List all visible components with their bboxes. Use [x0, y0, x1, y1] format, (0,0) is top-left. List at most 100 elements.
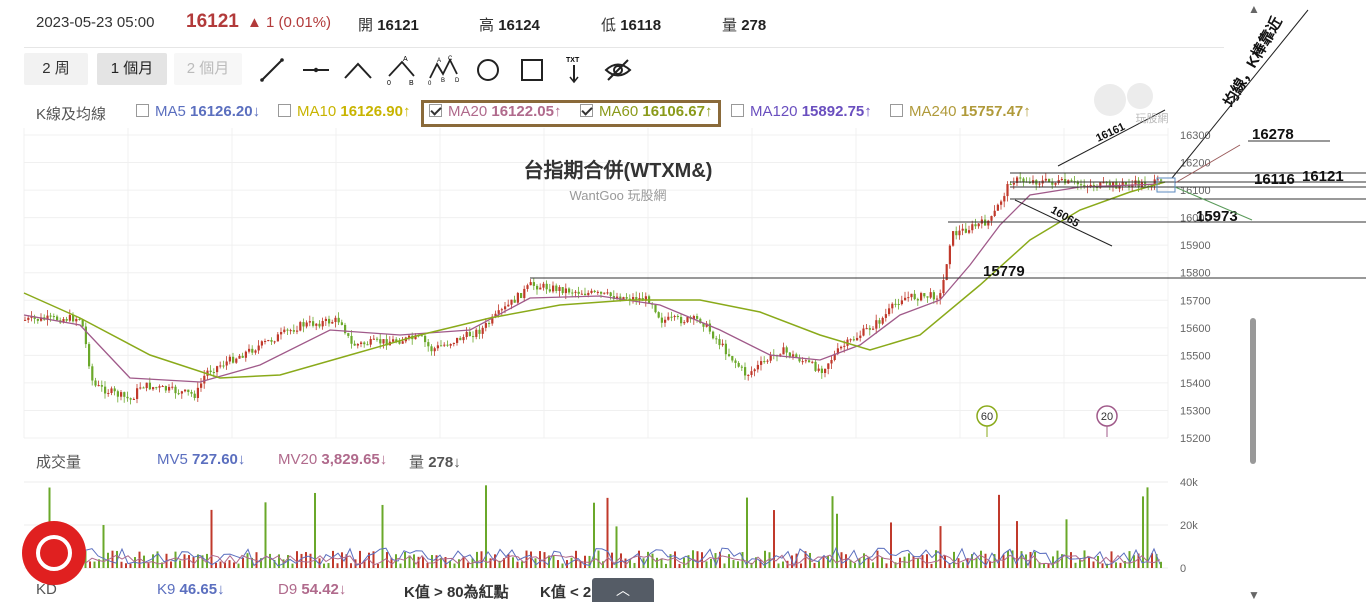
kd-rule-high-suffix: 為紅點	[463, 584, 509, 601]
candles	[24, 172, 1163, 405]
scroll-down-arrow[interactable]: ▼	[1248, 588, 1260, 602]
candle-body	[382, 339, 385, 344]
volume-bar	[156, 551, 159, 568]
collapse-panel-button[interactable]: ︿	[592, 578, 654, 602]
abcd-wave-icon[interactable]: A C 0 B D	[428, 54, 460, 87]
candle-body	[120, 392, 123, 397]
candle-body	[401, 341, 404, 344]
volume-bar	[89, 561, 91, 568]
candle-body	[315, 323, 318, 326]
candle-body	[129, 398, 132, 400]
period-2m-button[interactable]: 2 個月	[174, 53, 242, 85]
volume-bar	[1079, 559, 1081, 568]
candle-body	[49, 315, 52, 317]
candle-body	[126, 396, 129, 399]
scrollbar-thumb[interactable]	[1250, 318, 1256, 464]
ma20-marker-label: 20	[1101, 411, 1113, 423]
candle-body	[257, 345, 260, 351]
ma120-checkbox[interactable]	[731, 104, 744, 117]
angle-line-icon[interactable]	[342, 54, 374, 86]
ab-wave-icon[interactable]: A 0 B	[386, 54, 418, 87]
circle-tool-icon[interactable]	[472, 54, 504, 86]
hide-drawings-icon[interactable]	[602, 54, 634, 86]
k9-arrow: ↓	[217, 581, 225, 598]
text-tool-icon[interactable]: TXT	[558, 54, 590, 86]
wantgoo-logo: 玩股網	[1094, 83, 1169, 125]
candle-body	[75, 318, 78, 322]
ma240-toggle[interactable]: MA240 15757.47↑	[890, 103, 1031, 120]
volume-bar	[647, 551, 649, 568]
candle-body	[1070, 180, 1073, 182]
ma240-checkbox[interactable]	[890, 104, 903, 117]
candle-body	[219, 365, 222, 367]
period-2w-button[interactable]: 2 周	[24, 53, 88, 85]
price-axis: 1630016200161001600015900158001570015600…	[1180, 130, 1211, 445]
candle-body	[353, 343, 356, 346]
candle-body	[721, 343, 724, 346]
ma20-name: MA20	[448, 103, 488, 120]
arrow-down-target	[1174, 186, 1253, 221]
candle-body	[292, 330, 295, 332]
ma20-marker-circle	[1096, 405, 1118, 427]
candle-body	[1016, 177, 1019, 183]
candle-body	[337, 317, 340, 323]
line-tool-icon[interactable]	[256, 54, 288, 86]
volume-bar	[417, 556, 420, 568]
ma-panel-title: K線及均線	[36, 106, 107, 123]
candle-body	[817, 368, 820, 371]
volume-bar	[476, 551, 478, 568]
candle-body	[446, 344, 449, 346]
candle-body	[718, 339, 721, 346]
candle-body	[187, 389, 190, 393]
ma240-name: MA240	[909, 103, 957, 120]
arrow-diagonal	[1171, 9, 1309, 179]
ma60-checkbox[interactable]	[580, 104, 593, 117]
candle-body	[1000, 201, 1003, 205]
candle-body	[52, 316, 55, 318]
chat-button[interactable]	[22, 521, 86, 585]
ma60-toggle[interactable]: MA60 16106.67↑	[580, 103, 712, 120]
candle-body	[673, 316, 676, 318]
candle-body	[1099, 182, 1102, 188]
ma5-toggle[interactable]: MA5 16126.20↓	[136, 103, 260, 120]
volume-bar	[849, 559, 852, 568]
volume-bar	[237, 563, 240, 568]
d9-legend: D9 54.42↓	[278, 581, 346, 598]
ma10-value: 16126.90	[340, 103, 403, 120]
volume-bar	[948, 563, 951, 568]
candle-body	[568, 288, 571, 293]
volume-bar	[233, 562, 235, 568]
rectangle-tool-icon[interactable]	[516, 54, 548, 86]
candle-body	[686, 316, 689, 323]
period-1m-button[interactable]: 1 個月	[97, 53, 167, 85]
d9-arrow: ↓	[338, 581, 347, 598]
volume-bar	[885, 563, 888, 568]
level-16278-label: 16278	[1252, 126, 1294, 143]
ma10-toggle[interactable]: MA10 16126.90↑	[278, 103, 410, 120]
volume-bar	[242, 557, 244, 568]
volume-bar	[579, 561, 582, 568]
candle-body	[468, 331, 471, 337]
horizontal-line-icon[interactable]	[300, 54, 332, 86]
price-axis-tick: 16200	[1180, 158, 1211, 170]
ma20-toggle[interactable]: MA20 16122.05↑	[429, 103, 561, 120]
volume-bar	[750, 562, 753, 568]
volume-bar	[593, 502, 595, 568]
ma20-checkbox[interactable]	[429, 104, 442, 117]
ma10-checkbox[interactable]	[278, 104, 291, 117]
volume-bar	[759, 559, 762, 568]
candle-body	[635, 297, 638, 301]
ma120-toggle[interactable]: MA120 15892.75↑	[731, 103, 872, 120]
volume-bar	[1065, 519, 1068, 568]
candle-body	[843, 345, 846, 347]
candle-body	[670, 316, 673, 318]
mv20-legend: MV20 3,829.65↓	[278, 451, 387, 468]
scroll-up-arrow[interactable]: ▲	[1248, 2, 1260, 16]
candle-body	[577, 291, 580, 294]
ma5-checkbox[interactable]	[136, 104, 149, 117]
candle-body	[30, 316, 33, 318]
candle-body	[24, 319, 27, 321]
ma5-arrow: ↓	[252, 103, 261, 120]
candle-body	[475, 329, 478, 337]
